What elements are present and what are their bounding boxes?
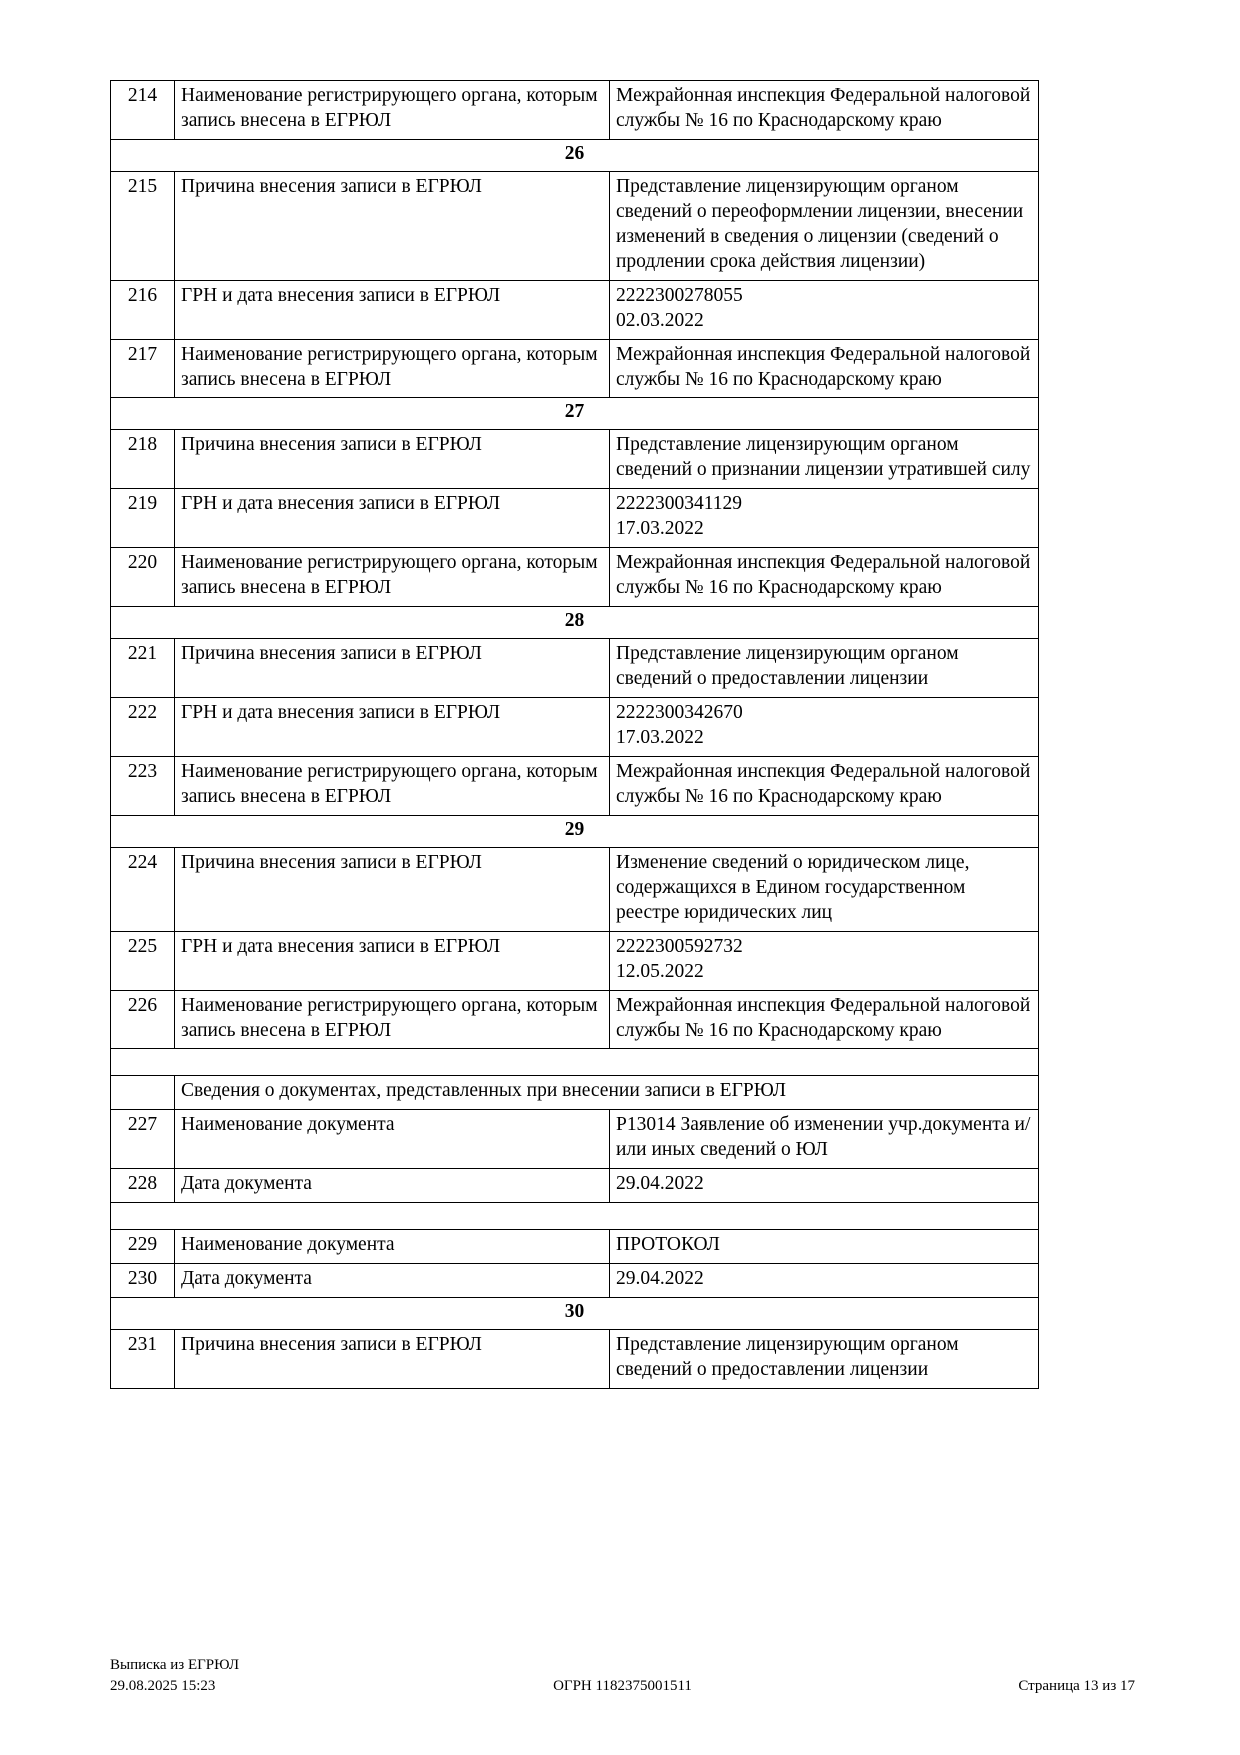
table-row: 226 Наименование регистрирующего органа, … xyxy=(110,989,1039,1050)
record-value: Р13014 Заявление об изменении учр.докуме… xyxy=(609,1109,1039,1170)
record-number: 215 xyxy=(110,170,175,281)
record-label: Наименование документа xyxy=(174,1229,610,1265)
table-row: 219 ГРН и дата внесения записи в ЕГРЮЛ 222… xyxy=(110,488,1039,549)
footer-generated-at: 29.08.2025 15:23 xyxy=(110,1678,216,1694)
record-label: Причина внесения записи в ЕГРЮЛ xyxy=(174,429,610,490)
table-row: 216 ГРН и дата внесения записи в ЕГРЮЛ 222… xyxy=(110,279,1039,340)
record-value: ПРОТОКОЛ xyxy=(609,1229,1039,1265)
table-spacer-row xyxy=(110,1202,1039,1231)
footer-line-top: Выписка из ЕГРЮЛ xyxy=(110,1655,1135,1676)
section-header-row: Сведения о документах, представленных пр… xyxy=(110,1075,1039,1111)
table-row: 231 Причина внесения записи в ЕГРЮЛ Предст… xyxy=(110,1329,1039,1390)
record-number: 230 xyxy=(110,1263,175,1299)
record-label: ГРН и дата внесения записи в ЕГРЮЛ xyxy=(174,697,610,757)
record-number: 216 xyxy=(110,279,175,340)
record-group-header: 28 xyxy=(110,606,1039,640)
table-row: 223 Наименование регистрирующего органа, … xyxy=(110,755,1039,816)
record-label: Наименование регистрирующего органа, кот… xyxy=(174,338,610,399)
table-row: 229 Наименование документа ПРОТОКОЛ xyxy=(110,1229,1039,1265)
record-value: 29.04.2022 xyxy=(609,1263,1039,1299)
record-number: 214 xyxy=(110,80,175,140)
record-number: 228 xyxy=(110,1168,175,1204)
record-number: 226 xyxy=(110,989,175,1050)
record-value: Межрайонная инспекция Федеральной налого… xyxy=(609,547,1039,608)
record-value: Представление лицензирующим органом свед… xyxy=(609,1329,1039,1390)
record-number: 227 xyxy=(110,1109,175,1170)
record-group-number: 30 xyxy=(110,1297,1039,1331)
record-label: Причина внесения записи в ЕГРЮЛ xyxy=(174,638,610,699)
record-group-header: 29 xyxy=(110,814,1039,848)
record-label: Наименование регистрирующего органа, кот… xyxy=(174,755,610,816)
record-value: 29.04.2022 xyxy=(609,1168,1039,1204)
record-label: Наименование регистрирующего органа, кот… xyxy=(174,80,610,140)
record-value: 2222300341129 17.03.2022 xyxy=(609,488,1039,549)
record-value: Изменение сведений о юридическом лице, с… xyxy=(609,846,1039,932)
record-number: 218 xyxy=(110,429,175,490)
record-number: 217 xyxy=(110,338,175,399)
record-number: 229 xyxy=(110,1229,175,1265)
record-group-number: 27 xyxy=(110,397,1039,431)
record-value: Представление лицензирующим органом свед… xyxy=(609,170,1039,281)
table-row: 217 Наименование регистрирующего органа, … xyxy=(110,338,1039,399)
record-value: Межрайонная инспекция Федеральной налого… xyxy=(609,755,1039,816)
table-spacer-row xyxy=(110,1048,1039,1077)
table-row: 227 Наименование документа Р13014 Заявлени… xyxy=(110,1109,1039,1170)
table-row: 221 Причина внесения записи в ЕГРЮЛ Предст… xyxy=(110,638,1039,699)
table-spacer-cell xyxy=(110,1202,1039,1231)
table-row: 228 Дата документа 29.04.2022 xyxy=(110,1168,1039,1204)
section-title: Сведения о документах, представленных пр… xyxy=(174,1075,1039,1111)
record-number: 219 xyxy=(110,488,175,549)
record-group-header: 27 xyxy=(110,397,1039,431)
record-label: Наименование документа xyxy=(174,1109,610,1170)
record-label: Дата документа xyxy=(174,1168,610,1204)
record-value: 2222300342670 17.03.2022 xyxy=(609,697,1039,757)
table-row: 215 Причина внесения записи в ЕГРЮЛ Предст… xyxy=(110,170,1039,281)
record-value: Межрайонная инспекция Федеральной налого… xyxy=(609,80,1039,140)
record-label: Причина внесения записи в ЕГРЮЛ xyxy=(174,1329,610,1390)
record-number: 223 xyxy=(110,755,175,816)
table-row: 220 Наименование регистрирующего органа, … xyxy=(110,547,1039,608)
record-label: ГРН и дата внесения записи в ЕГРЮЛ xyxy=(174,488,610,549)
record-value: 2222300278055 02.03.2022 xyxy=(609,279,1039,340)
egrul-records-table: 214 Наименование регистрирующего органа, … xyxy=(110,80,1039,1390)
record-value: 2222300592732 12.05.2022 xyxy=(609,930,1039,991)
record-label: Причина внесения записи в ЕГРЮЛ xyxy=(174,846,610,932)
record-value: Представление лицензирующим органом свед… xyxy=(609,429,1039,490)
table-row: 230 Дата документа 29.04.2022 xyxy=(110,1263,1039,1299)
record-value: Межрайонная инспекция Федеральной налого… xyxy=(609,338,1039,399)
record-label: Причина внесения записи в ЕГРЮЛ xyxy=(174,170,610,281)
footer-ogrn: ОГРН 1182375001511 xyxy=(553,1678,692,1694)
record-number: 221 xyxy=(110,638,175,699)
table-row: 225 ГРН и дата внесения записи в ЕГРЮЛ 222… xyxy=(110,930,1039,991)
record-label: Наименование регистрирующего органа, кот… xyxy=(174,989,610,1050)
page-footer: Выписка из ЕГРЮЛ 29.08.2025 15:23 ОГРН 1… xyxy=(110,1655,1135,1697)
table-row: 224 Причина внесения записи в ЕГРЮЛ Измене… xyxy=(110,846,1039,932)
record-value: Межрайонная инспекция Федеральной налого… xyxy=(609,989,1039,1050)
record-label: ГРН и дата внесения записи в ЕГРЮЛ xyxy=(174,279,610,340)
record-number: 222 xyxy=(110,697,175,757)
record-number: 220 xyxy=(110,547,175,608)
footer-page-number: Страница 13 из 17 xyxy=(1018,1678,1135,1694)
table-spacer-cell xyxy=(110,1048,1039,1077)
section-row-number-cell xyxy=(110,1075,175,1111)
table-body: 214 Наименование регистрирующего органа, … xyxy=(110,80,1039,1390)
record-group-number: 26 xyxy=(110,138,1039,172)
record-group-number: 29 xyxy=(110,814,1039,848)
record-group-header: 30 xyxy=(110,1297,1039,1331)
record-label: ГРН и дата внесения записи в ЕГРЮЛ xyxy=(174,930,610,991)
record-label: Дата документа xyxy=(174,1263,610,1299)
record-group-number: 28 xyxy=(110,606,1039,640)
footer-line-bottom: 29.08.2025 15:23 ОГРН 1182375001511 Стра… xyxy=(110,1676,1135,1697)
footer-doc-kind: Выписка из ЕГРЮЛ xyxy=(110,1657,239,1673)
table-row: 218 Причина внесения записи в ЕГРЮЛ Предст… xyxy=(110,429,1039,490)
table-row: 214 Наименование регистрирующего органа, … xyxy=(110,80,1039,140)
record-label: Наименование регистрирующего органа, кот… xyxy=(174,547,610,608)
record-number: 231 xyxy=(110,1329,175,1390)
table-row: 222 ГРН и дата внесения записи в ЕГРЮЛ 222… xyxy=(110,697,1039,757)
record-group-header: 26 xyxy=(110,138,1039,172)
record-number: 224 xyxy=(110,846,175,932)
record-number: 225 xyxy=(110,930,175,991)
record-value: Представление лицензирующим органом свед… xyxy=(609,638,1039,699)
